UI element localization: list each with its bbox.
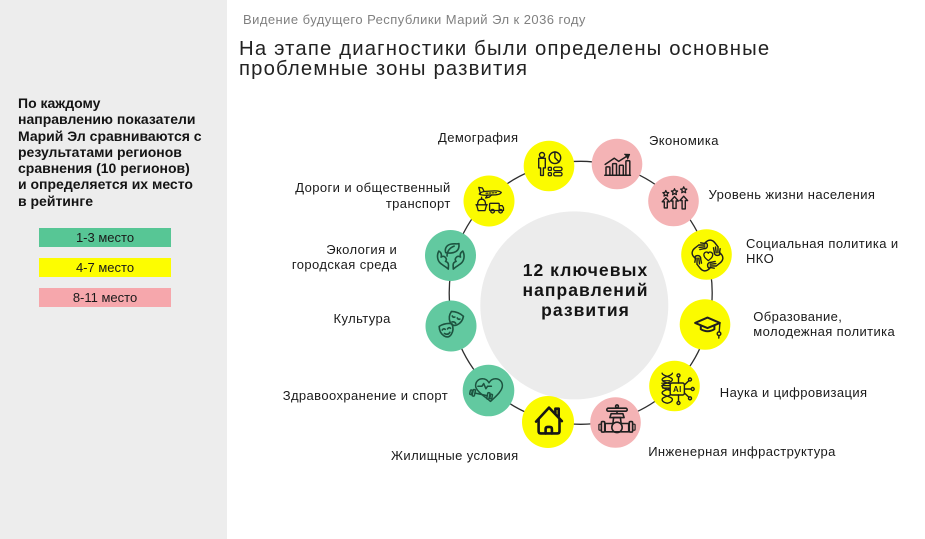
svg-text:AI: AI (673, 385, 682, 394)
